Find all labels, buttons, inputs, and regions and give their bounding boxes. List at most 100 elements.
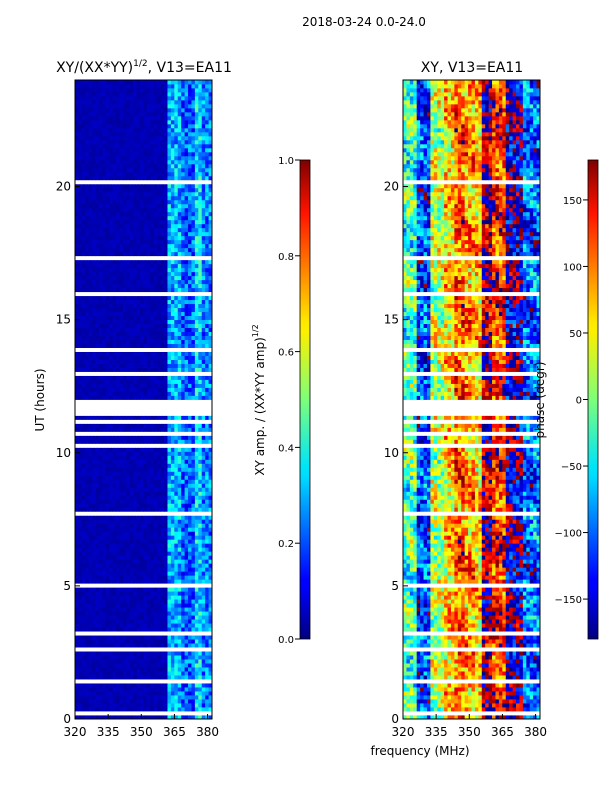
amplitude-cell xyxy=(184,659,189,664)
amplitude-cell xyxy=(160,343,165,348)
amplitude-cell xyxy=(136,687,141,692)
amplitude-cell xyxy=(208,659,213,664)
amplitude-cell xyxy=(157,699,162,704)
amplitude-cell xyxy=(126,367,131,372)
amplitude-cell xyxy=(174,399,179,404)
amplitude-cell xyxy=(201,631,206,636)
amplitude-cell xyxy=(188,327,192,332)
amplitude-cell xyxy=(188,691,192,696)
amplitude-cell xyxy=(136,507,141,512)
amplitude-cell xyxy=(126,267,131,273)
amplitude-cell xyxy=(184,415,189,420)
amplitude-cell xyxy=(95,343,100,348)
amplitude-cell xyxy=(122,327,127,332)
amplitude-cell xyxy=(140,663,144,668)
amplitude-cell xyxy=(133,359,138,364)
amplitude-cell xyxy=(102,463,107,468)
amplitude-cell xyxy=(129,267,134,273)
amplitude-cell xyxy=(92,315,96,321)
amplitude-cell xyxy=(177,523,182,528)
amplitude-cell xyxy=(109,463,114,468)
amplitude-cell xyxy=(201,379,206,384)
amplitude-cell xyxy=(174,351,179,356)
amplitude-cell xyxy=(98,367,103,372)
amplitude-cell xyxy=(95,579,100,584)
amplitude-cell xyxy=(78,567,83,572)
amplitude-cell xyxy=(126,395,131,400)
amplitude-cell xyxy=(88,467,93,472)
amplitude-cell xyxy=(198,591,203,596)
amplitude-cell xyxy=(92,247,96,253)
amplitude-cell xyxy=(153,487,158,492)
amplitude-cell xyxy=(140,419,144,424)
amplitude-cell xyxy=(174,231,179,237)
amplitude-cell xyxy=(116,591,120,596)
amplitude-cell xyxy=(150,263,155,269)
amplitude-cell xyxy=(160,567,165,572)
amplitude-cell xyxy=(126,259,131,265)
amplitude-cell xyxy=(109,219,114,225)
amplitude-cell xyxy=(119,459,124,464)
amplitude-cell xyxy=(102,471,107,476)
amplitude-cell xyxy=(85,315,90,321)
amplitude-cell xyxy=(102,231,107,237)
amplitude-cell xyxy=(191,599,196,604)
amplitude-cell xyxy=(150,543,155,548)
amplitude-cell xyxy=(105,279,110,285)
amplitude-cell xyxy=(150,699,155,704)
amplitude-cell xyxy=(191,515,196,520)
amplitude-cell xyxy=(188,511,192,516)
amplitude-cell xyxy=(174,383,179,388)
amplitude-cell xyxy=(133,279,138,285)
amplitude-cell xyxy=(81,227,86,233)
amplitude-cell xyxy=(140,391,144,396)
amplitude-cell xyxy=(181,503,185,508)
amplitude-cell xyxy=(198,319,203,325)
amplitude-cell xyxy=(75,431,79,436)
amplitude-cell xyxy=(198,443,203,448)
amplitude-cell xyxy=(136,543,141,548)
amplitude-cell xyxy=(78,259,83,265)
amplitude-cell xyxy=(143,471,148,476)
amplitude-cell xyxy=(160,259,165,265)
amplitude-cell xyxy=(81,631,86,636)
amplitude-cell xyxy=(109,603,114,608)
amplitude-cell xyxy=(157,647,162,652)
amplitude-cell xyxy=(167,507,172,512)
amplitude-cell xyxy=(170,691,175,696)
amplitude-cell xyxy=(78,427,83,432)
amplitude-cell xyxy=(167,235,172,241)
amplitude-cell xyxy=(184,287,189,293)
amplitude-cell xyxy=(98,511,103,516)
amplitude-cell xyxy=(184,315,189,321)
amplitude-cell xyxy=(95,395,100,400)
amplitude-cell xyxy=(136,411,141,416)
amplitude-cell xyxy=(126,539,131,544)
amplitude-cell xyxy=(75,419,79,424)
amplitude-cell xyxy=(129,487,134,492)
amplitude-cell xyxy=(75,559,79,564)
amplitude-cell xyxy=(205,655,209,660)
amplitude-cell xyxy=(85,483,90,488)
amplitude-cell xyxy=(116,579,120,584)
amplitude-cell xyxy=(88,587,93,592)
amplitude-cell xyxy=(201,515,206,520)
amplitude-cell xyxy=(78,411,83,416)
amplitude-cell xyxy=(98,691,103,696)
amplitude-cell xyxy=(143,383,148,388)
amplitude-cell xyxy=(205,379,209,384)
amplitude-cell xyxy=(98,655,103,660)
amplitude-cell xyxy=(201,335,206,340)
amplitude-cell xyxy=(119,263,124,269)
amplitude-cell xyxy=(122,363,127,368)
amplitude-cell xyxy=(112,671,117,676)
amplitude-cell xyxy=(112,675,117,680)
amplitude-cell xyxy=(75,387,79,392)
amplitude-cell xyxy=(129,575,134,580)
amplitude-cell xyxy=(164,339,168,344)
amplitude-cell xyxy=(194,291,199,297)
amplitude-cell xyxy=(181,583,185,588)
amplitude-cell xyxy=(126,575,131,580)
amplitude-cell xyxy=(126,315,131,321)
amplitude-cell xyxy=(181,263,185,269)
